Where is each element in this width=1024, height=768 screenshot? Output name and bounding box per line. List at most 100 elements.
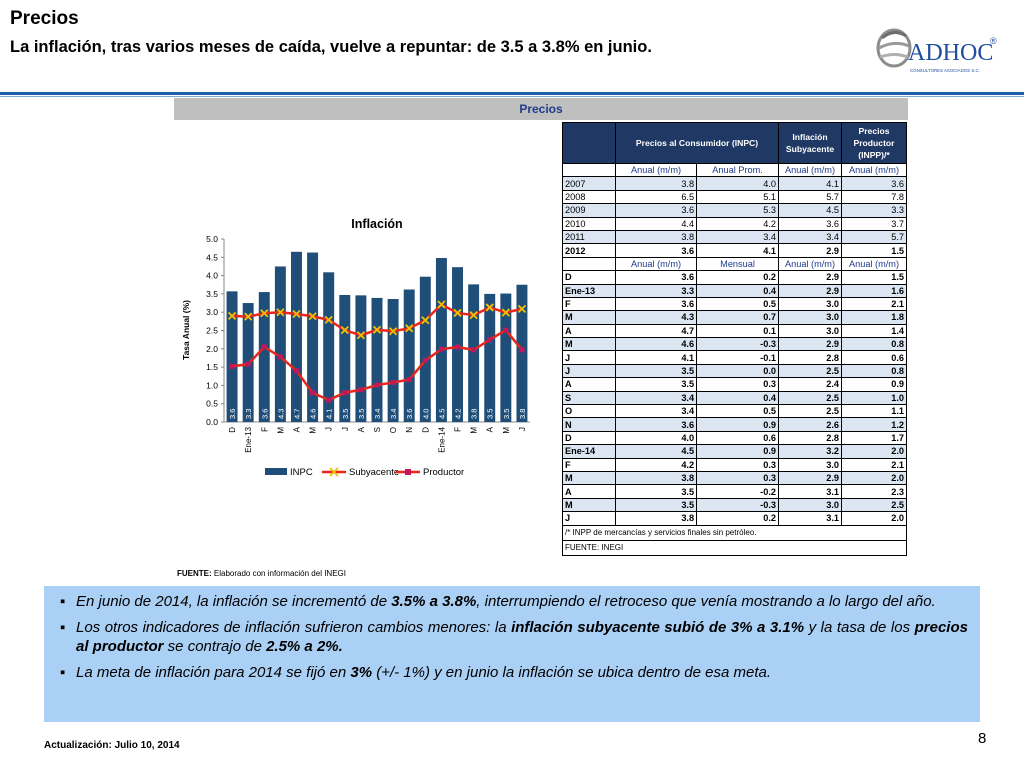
- table-unit-cell: [562, 256, 616, 272]
- table-cell: 4.0: [614, 430, 698, 446]
- y-tick-label: 3.0: [206, 307, 218, 317]
- y-axis-label: Tasa Anual (%): [181, 300, 191, 360]
- productor-point: [438, 346, 444, 352]
- table-row: M 3.8 0.3 2.9 2.0: [562, 470, 907, 486]
- productor-point: [487, 337, 493, 343]
- bar-value-label: 4.0: [421, 409, 430, 419]
- header-rule: [0, 92, 1024, 95]
- table-unit-cell: Anual (m/m): [778, 256, 842, 272]
- x-tick-label: F: [260, 427, 269, 432]
- subyacente-point: [276, 308, 285, 317]
- productor-point: [503, 327, 509, 333]
- table-cell: 0.3: [696, 377, 779, 392]
- inpc-bar: [226, 291, 238, 422]
- y-tick-label: 1.0: [206, 380, 218, 390]
- table-cell: 3.3: [614, 283, 698, 298]
- bar-value-label: 4.7: [292, 409, 301, 419]
- table-row-label: 2009: [562, 203, 616, 218]
- x-tick-label: A: [486, 426, 495, 432]
- table-note-row: /* INPP de mercancías y servicios finale…: [562, 524, 907, 541]
- productor-point: [471, 347, 477, 353]
- commentary-item: ▪ La meta de inflación para 2014 se fijó …: [60, 663, 968, 682]
- table-row: 2008 6.5 5.1 5.7 7.8: [562, 189, 907, 205]
- panel-title: Precios: [174, 98, 908, 120]
- table-cell: 7.8: [841, 189, 907, 205]
- globe-icon: [876, 28, 912, 68]
- inpc-bar: [403, 289, 415, 422]
- table-unit-cell: Anual (m/m): [841, 162, 907, 178]
- subyacente-point: [453, 308, 462, 318]
- table-cell: 1.5: [841, 243, 907, 258]
- table-cell: 3.6: [778, 216, 842, 231]
- commentary-item: ▪ En junio de 2014, la inflación se incre…: [60, 592, 968, 611]
- table-row-label: D: [562, 270, 616, 285]
- x-tick-label: M: [470, 427, 479, 434]
- legend-inpc-swatch: [265, 468, 287, 475]
- commentary-list: ▪ En junio de 2014, la inflación se incre…: [44, 586, 980, 682]
- bar-value-label: 3.6: [405, 409, 414, 419]
- table-row-label: 2012: [562, 243, 616, 258]
- table-row: 2009 3.6 5.3 4.5 3.3: [562, 203, 907, 218]
- table-cell: 3.1: [778, 484, 842, 499]
- table-cell: -0.1: [696, 350, 779, 365]
- table-cell: 4.0: [696, 176, 779, 191]
- bar-value-label: 4.3: [276, 409, 285, 419]
- table-cell: 3.5: [614, 484, 698, 499]
- table-cell: 2.9: [778, 270, 842, 285]
- table-cell: 2.0: [841, 511, 907, 526]
- commentary-text: En junio de 2014, la inflación se increm…: [76, 593, 392, 610]
- table-cell: -0.2: [696, 484, 779, 499]
- table-cell: 2.6: [778, 417, 842, 432]
- table-row-label: F: [562, 457, 616, 472]
- table-cell: 0.5: [696, 404, 779, 419]
- table-cell: 3.2: [778, 444, 842, 459]
- inpc-bar: [339, 294, 351, 422]
- table-cell: 4.6: [614, 337, 698, 352]
- subyacente-point: [356, 331, 366, 340]
- y-tick-label: 3.5: [206, 289, 218, 299]
- bar-value-label: 4.2: [454, 409, 463, 419]
- subyacente-point: [469, 310, 478, 320]
- x-tick-label: J: [325, 427, 334, 431]
- table-cell: 3.3: [841, 203, 907, 218]
- bar-value-label: 3.4: [389, 409, 398, 419]
- table-row: M 4.3 0.7 3.0 1.8: [562, 310, 907, 325]
- table-header-subyacente: Inflación Subyacente: [778, 122, 842, 164]
- adhoc-logo: ADHOC ® CONSULTORES ASOCIADOS S.C.: [876, 28, 997, 73]
- table-row-label: M: [562, 310, 616, 325]
- commentary-text: inflación subyacente subió de 3% a 3.1%: [511, 619, 805, 636]
- table-row: F 3.6 0.5 3.0 2.1: [562, 296, 907, 312]
- table-row: F 4.2 0.3 3.0 2.1: [562, 457, 907, 472]
- update-date: Actualización: Julio 10, 2014: [44, 740, 180, 751]
- bar-value-label: 3.4: [373, 409, 382, 419]
- table-cell: 4.5: [778, 203, 842, 218]
- table-row: M 4.6 -0.3 2.9 0.8: [562, 337, 907, 352]
- bullet-icon: ▪: [60, 593, 66, 610]
- table-units-row: Anual (m/m) Anual Prom. Anual (m/m) Anual (…: [562, 162, 907, 178]
- commentary-text: , interrumpiendo el retroceso que venía …: [476, 593, 936, 610]
- table-cell: 3.8: [614, 511, 698, 526]
- table-cell: 3.8: [614, 470, 698, 486]
- y-tick-label: 1.5: [206, 362, 218, 372]
- table-cell: 2.3: [841, 484, 907, 499]
- table-cell: 2.5: [778, 363, 842, 379]
- legend-subyacente-marker: [329, 467, 339, 477]
- x-tick-label: M: [502, 427, 511, 434]
- table-row-label: N: [562, 417, 616, 432]
- bar-value-label: 3.6: [228, 409, 237, 419]
- inpc-bar: [516, 284, 528, 422]
- inflation-chart: Inflación Tasa Anual (%) 0.0 0.5 1.0 1.5 2.0 2.…: [181, 217, 530, 478]
- y-tick-label: 5.0: [206, 234, 218, 244]
- table-cell: 3.4: [614, 390, 698, 406]
- table-cell: 0.1: [696, 323, 779, 339]
- commentary-text: 3.5% a 3.8%: [391, 593, 477, 610]
- table-cell: 0.5: [696, 296, 779, 312]
- page-title: Precios: [10, 8, 79, 29]
- table-row-label: Ene-14: [562, 444, 616, 459]
- table-cell: 2.9: [778, 470, 842, 486]
- x-tick-label: D: [228, 427, 237, 433]
- inpc-bar: [371, 297, 383, 422]
- table-cell: 4.1: [696, 243, 779, 258]
- table-cell: -0.3: [696, 337, 779, 352]
- inpc-bar: [468, 284, 480, 422]
